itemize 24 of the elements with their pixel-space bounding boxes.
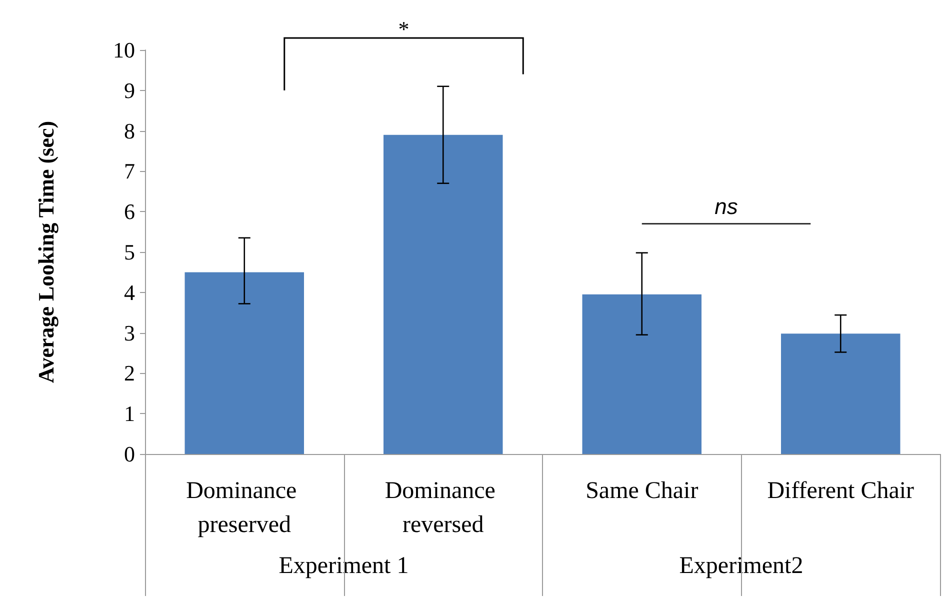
x-tick-label: Different Chair — [767, 478, 914, 504]
y-tick-label: 10 — [113, 38, 135, 62]
annotation: ns — [714, 194, 738, 220]
bar — [184, 272, 304, 454]
y-tick-label: 7 — [124, 158, 135, 184]
y-tick-label: 2 — [124, 360, 135, 386]
y-tick-label: 5 — [124, 240, 135, 264]
y-tick-label: 1 — [124, 401, 135, 426]
y-tick-label: 4 — [124, 280, 135, 305]
bar — [781, 334, 900, 454]
y-tick-label: 0 — [124, 442, 135, 466]
x-tick-label: Same Chair — [586, 478, 698, 504]
y-axis-title: Average Looking Time (sec) — [34, 120, 58, 384]
x-tick-label: Dominance reversed — [384, 478, 502, 538]
y-tick-label: 6 — [124, 199, 135, 224]
text: Experiment 1 — [278, 553, 409, 579]
bar — [384, 134, 503, 454]
bar — [582, 294, 702, 454]
y-tick-label: 9 — [124, 78, 135, 103]
x-tick-label: Dominance preserved — [186, 478, 303, 538]
y-tick-label: 8 — [124, 118, 135, 144]
y-tick-label: 3 — [124, 320, 135, 346]
text: Experiment2 — [679, 553, 804, 579]
text: * — [398, 16, 410, 42]
